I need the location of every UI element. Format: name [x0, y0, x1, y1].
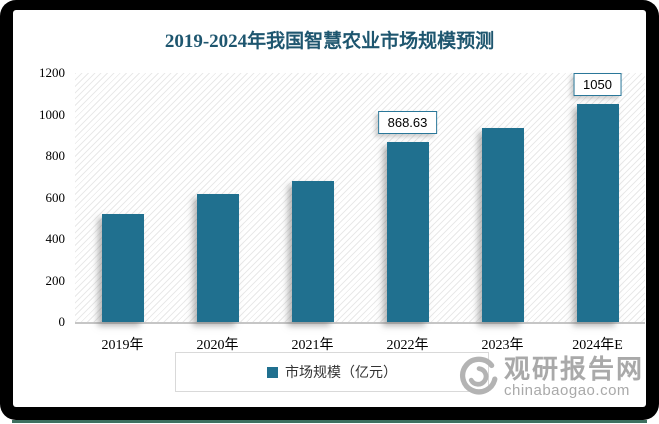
bottom-accent-strip [12, 420, 647, 423]
y-axis-tick-label: 1000 [39, 106, 65, 122]
watermark-swirl-icon [460, 357, 498, 395]
x-axis-tick-label: 2019年 [101, 338, 144, 353]
chart-page: 2019-2024年我国智慧农业市场规模预测 市场规模（亿元） 观研报告网 ch… [13, 10, 646, 407]
watermark-site-name: 观研报告网 [503, 353, 644, 384]
bar [291, 181, 334, 322]
bar [101, 214, 144, 322]
x-axis-tick-label: 2020年 [196, 338, 239, 353]
bar [196, 194, 239, 322]
y-axis-tick-label: 800 [45, 148, 66, 163]
watermark-text: 观研报告网 chinabaogao.com [503, 353, 644, 400]
y-axis-tick-label: 600 [45, 189, 66, 205]
x-axis-tick-label: 2021年 [291, 338, 334, 353]
y-axis-tick-label: 0 [58, 314, 66, 329]
legend: 市场规模（亿元） [175, 352, 489, 392]
x-axis-tick-label: 2022年 [386, 338, 429, 353]
legend-swatch-icon [267, 366, 278, 378]
x-axis-tick-label: 2024年E [572, 338, 623, 353]
bar [386, 142, 429, 322]
x-axis-tick-label: 2023年 [481, 338, 524, 353]
watermark-site-url: chinabaogao.com [503, 382, 630, 400]
y-axis-tick-label: 200 [45, 272, 66, 288]
y-axis-tick-label: 1200 [39, 65, 65, 80]
bar [576, 104, 619, 322]
data-label: 1050 [573, 73, 622, 96]
plot-area [75, 73, 645, 324]
data-label: 868.63 [377, 111, 438, 134]
chart-title: 2019-2024年我国智慧农业市场规模预测 [164, 31, 495, 52]
legend-label: 市场规模（亿元） [285, 364, 397, 380]
watermark: 观研报告网 chinabaogao.com [457, 353, 644, 400]
bar [481, 128, 524, 322]
y-axis-tick-label: 400 [45, 231, 66, 246]
